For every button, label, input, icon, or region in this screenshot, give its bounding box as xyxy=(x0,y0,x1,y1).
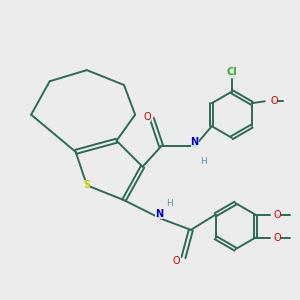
Text: O: O xyxy=(273,233,281,243)
Text: O: O xyxy=(270,96,278,106)
Text: O: O xyxy=(144,112,151,122)
Text: S: S xyxy=(83,180,90,190)
Text: Cl: Cl xyxy=(226,67,237,77)
Text: O: O xyxy=(273,210,281,220)
Text: H: H xyxy=(200,158,207,166)
Text: N: N xyxy=(155,209,164,219)
Text: N: N xyxy=(190,137,199,147)
Text: H: H xyxy=(166,199,173,208)
Text: O: O xyxy=(173,256,181,266)
